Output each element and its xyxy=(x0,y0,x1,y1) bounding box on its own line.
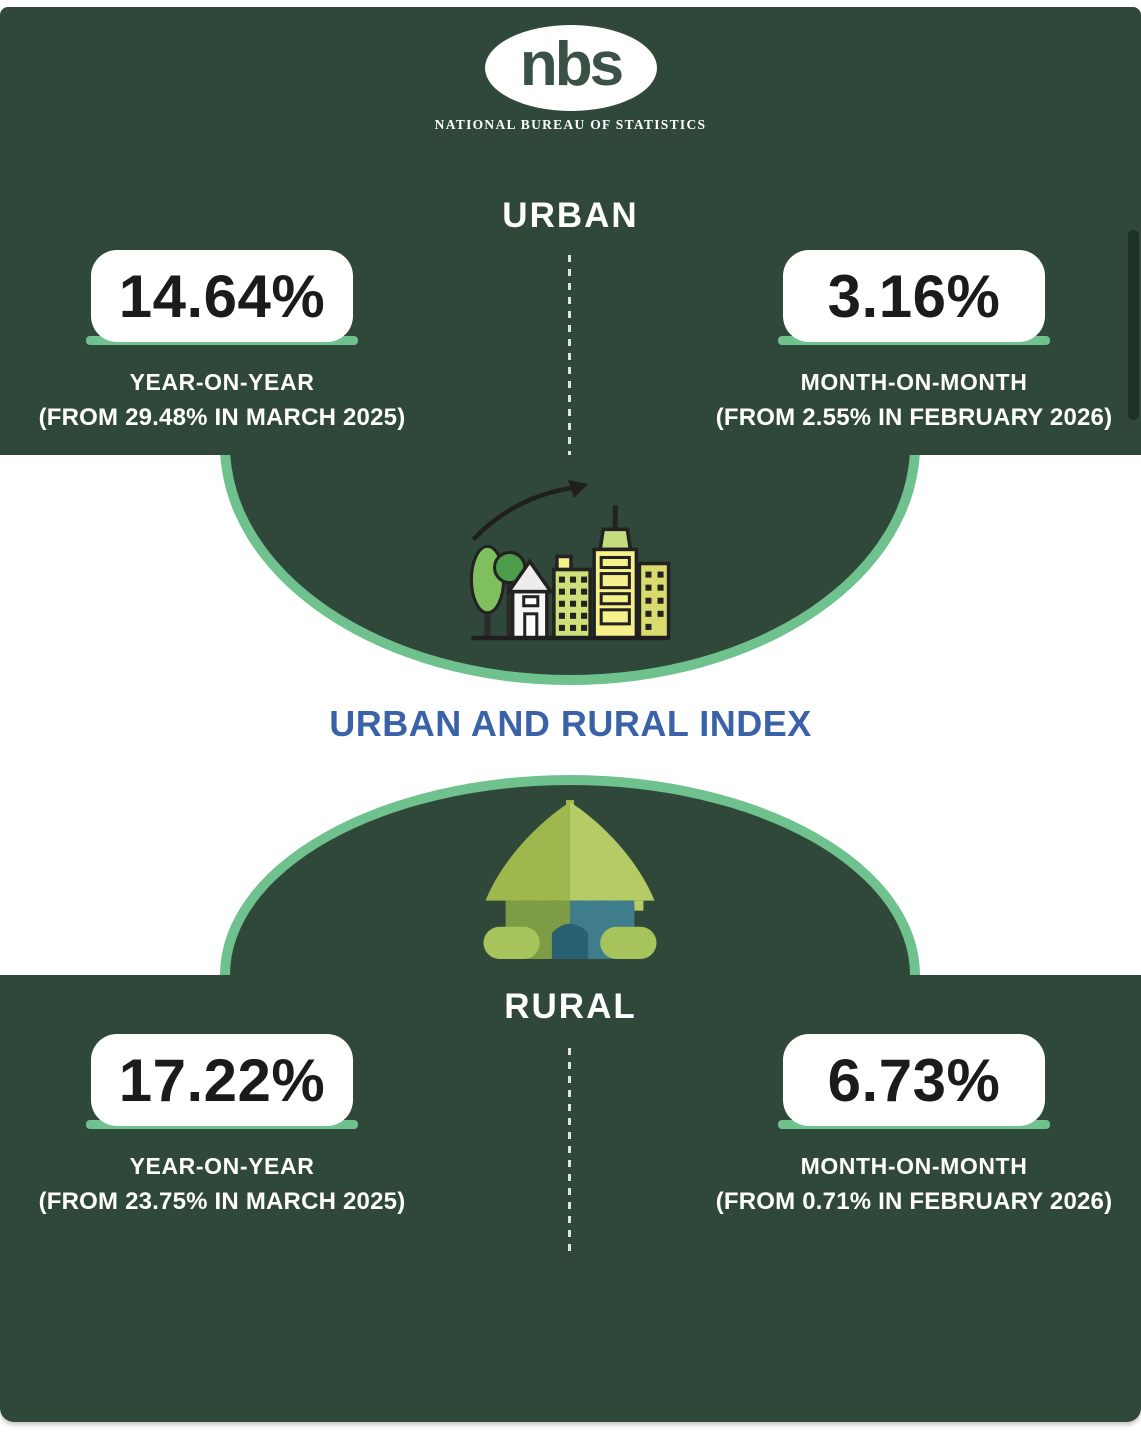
rural-mom-value: 6.73% xyxy=(827,1046,1001,1114)
rural-mom-value-card: 6.73% xyxy=(783,1034,1045,1126)
rural-hut-icon xyxy=(479,800,661,966)
rural-yoy-value: 17.22% xyxy=(118,1046,326,1114)
nbs-logo-subtitle: NATIONAL BUREAU OF STATISTICS xyxy=(434,117,707,132)
city-buildings-growth-arrow-icon xyxy=(468,479,672,645)
rural-mom-label: MONTH-ON-MONTH xyxy=(800,1153,1028,1179)
urban-mom-sublabel: (FROM 2.55% IN FEBRUARY 2026) xyxy=(715,404,1113,431)
rural-yoy-sublabel: (FROM 23.75% IN MARCH 2025) xyxy=(38,1188,406,1215)
rural-mom-stat: 6.73% MONTH-ON-MONTH (FROM 0.71% IN FEBR… xyxy=(702,1034,1126,1216)
scrollbar-thumb[interactable] xyxy=(1128,230,1139,420)
urban-mom-value-card: 3.16% xyxy=(783,250,1045,342)
urban-mom-value: 3.16% xyxy=(827,262,1001,330)
urban-divider-dashed-line xyxy=(568,255,571,455)
rural-title: RURAL xyxy=(504,987,637,1026)
urban-yoy-value-card: 14.64% xyxy=(91,250,353,342)
urban-yoy-stat: 14.64% YEAR-ON-YEAR (FROM 29.48% IN MARC… xyxy=(10,250,434,432)
nbs-logo: nbs xyxy=(484,25,657,111)
rural-yoy-value-card: 17.22% xyxy=(91,1034,353,1126)
urban-title: URBAN xyxy=(502,196,639,235)
center-title: URBAN AND RURAL INDEX xyxy=(329,703,812,744)
urban-yoy-sublabel: (FROM 29.48% IN MARCH 2025) xyxy=(38,404,406,431)
urban-mom-label: MONTH-ON-MONTH xyxy=(800,369,1028,395)
urban-section: nbs NATIONAL BUREAU OF STATISTICS URBAN … xyxy=(0,7,1141,455)
urban-mom-stat: 3.16% MONTH-ON-MONTH (FROM 2.55% IN FEBR… xyxy=(702,250,1126,432)
middle-band: URBAN AND RURAL INDEX xyxy=(0,455,1141,975)
nbs-logo-text: nbs xyxy=(519,30,624,99)
rural-divider-dashed-line xyxy=(568,1048,571,1258)
rural-section: RURAL 17.22% YEAR-ON-YEAR (FROM 23.75% I… xyxy=(0,975,1141,1422)
rural-yoy-label: YEAR-ON-YEAR xyxy=(129,1153,315,1179)
urban-yoy-value: 14.64% xyxy=(118,262,326,330)
urban-yoy-label: YEAR-ON-YEAR xyxy=(129,369,315,395)
rural-mom-sublabel: (FROM 0.71% IN FEBRUARY 2026) xyxy=(715,1188,1113,1215)
rural-yoy-stat: 17.22% YEAR-ON-YEAR (FROM 23.75% IN MARC… xyxy=(10,1034,434,1216)
